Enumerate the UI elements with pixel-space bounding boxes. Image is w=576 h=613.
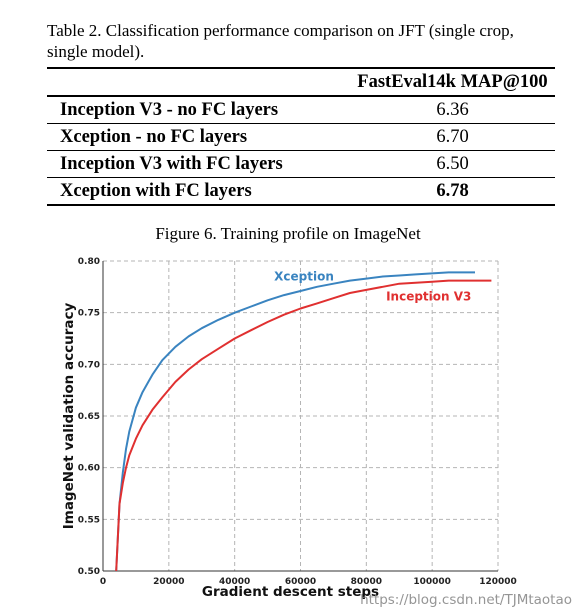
figure-caption: Figure 6. Training profile on ImageNet <box>155 224 421 243</box>
x-tick-label: 120000 <box>479 577 517 587</box>
y-tick-label: 0.50 <box>78 567 100 577</box>
y-tick-label: 0.55 <box>78 515 100 525</box>
table-cell-model: Inception V3 with FC layers <box>47 150 350 178</box>
series-label-xception: Xception <box>274 270 334 284</box>
x-tick-label: 0 <box>100 577 106 587</box>
table-cell-map-best: 6.78 <box>350 177 555 206</box>
y-tick-label: 0.65 <box>78 412 100 422</box>
x-axis-label: Gradient descent steps <box>202 584 379 600</box>
table-row: Inception V3 with FC layers 6.50 <box>47 150 555 178</box>
chart-grid <box>103 260 499 571</box>
y-tick-label: 0.80 <box>78 257 100 267</box>
chart-axes <box>102 261 498 572</box>
chart-ticks: 0 20000 40000 60000 80000 100000 120000 0.50 0.5… <box>78 257 517 587</box>
y-tick-label: 0.75 <box>78 309 100 319</box>
y-tick-label: 0.70 <box>78 360 100 370</box>
y-axis-label: ImageNet validation accuracy <box>61 303 77 530</box>
x-tick-label: 80000 <box>351 577 382 587</box>
table-cell-map: 6.50 <box>350 150 555 178</box>
series-label-inception-v3: Inception V3 <box>386 289 471 303</box>
table-cell-model: Xception with FC layers <box>47 177 350 206</box>
watermark: https://blog.csdn.net/TJMtaotao <box>360 592 572 608</box>
series-line-inception-v3 <box>115 279 492 572</box>
table-cell-map: 6.70 <box>350 123 555 151</box>
x-tick-label: 100000 <box>413 577 451 587</box>
table-header-metric: FastEval14k MAP@100 <box>350 67 555 97</box>
y-tick-label: 0.60 <box>78 464 100 474</box>
table-row: Xception with FC layers 6.78 <box>47 177 555 206</box>
table-header-model <box>47 67 350 97</box>
table-cell-model: Xception - no FC layers <box>47 123 350 151</box>
table-caption: Table 2. Classification performance comp… <box>47 21 514 61</box>
training-profile-chart: 0 20000 40000 60000 80000 100000 120000 0.50 0.5… <box>61 257 572 608</box>
results-table: FastEval14k MAP@100 Inception V3 - no FC… <box>47 67 555 206</box>
table-cell-model: Inception V3 - no FC layers <box>47 96 350 124</box>
x-tick-label: 40000 <box>219 577 250 587</box>
series-line-xception <box>115 271 475 572</box>
table-row: Xception - no FC layers 6.70 <box>47 123 555 151</box>
table-row: Inception V3 - no FC layers 6.36 <box>47 96 555 124</box>
table-cell-map: 6.36 <box>350 96 555 124</box>
x-tick-label: 20000 <box>153 577 184 587</box>
chart-lines <box>115 271 492 572</box>
x-tick-label: 60000 <box>285 577 316 587</box>
table-header-row: FastEval14k MAP@100 <box>47 67 555 97</box>
